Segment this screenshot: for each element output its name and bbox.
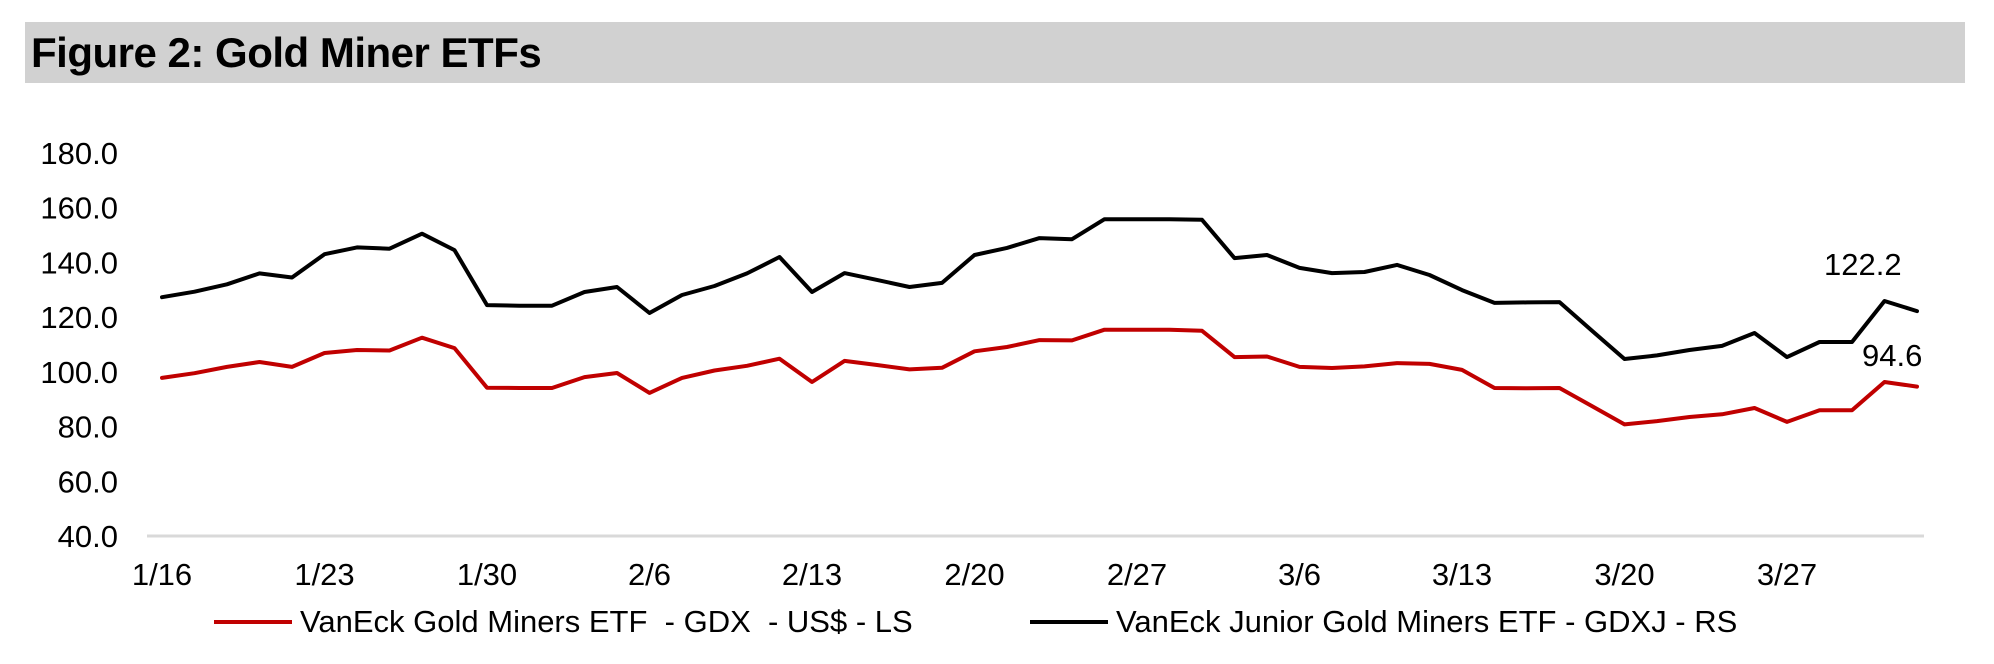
- y-axis-tick-label: 40.0: [58, 519, 118, 554]
- y-axis-tick-label: 100.0: [40, 355, 118, 390]
- y-axis-tick-label: 80.0: [58, 410, 118, 445]
- x-axis-tick-label: 3/6: [1278, 557, 1321, 592]
- x-axis-tick-label: 2/27: [1107, 557, 1167, 592]
- x-axis-tick-label: 3/13: [1432, 557, 1492, 592]
- legend-item-gdxj: VanEck Junior Gold Miners ETF - GDXJ - R…: [1030, 601, 1737, 643]
- gdx-end-value-label: 94.6: [1862, 338, 1923, 373]
- x-axis-tick-label: 1/23: [294, 557, 354, 592]
- y-axis-tick-label: 140.0: [40, 245, 118, 280]
- x-axis-tick-label: 1/16: [132, 557, 192, 592]
- x-axis-tick-label: 1/30: [457, 557, 517, 592]
- figure-title-bar: Figure 2: Gold Miner ETFs: [25, 22, 1965, 83]
- legend-item-gdx: VanEck Gold Miners ETF - GDX - US$ - LS: [214, 601, 913, 643]
- gdxj-legend-label: VanEck Junior Gold Miners ETF - GDXJ - R…: [1116, 604, 1738, 639]
- gdx-legend-label: VanEck Gold Miners ETF - GDX - US$ - LS: [300, 604, 913, 639]
- x-axis-tick-label: 2/6: [628, 557, 671, 592]
- figure-title: Figure 2: Gold Miner ETFs: [31, 28, 542, 76]
- x-axis-tick-label: 2/13: [782, 557, 842, 592]
- y-axis-tick-label: 160.0: [40, 191, 118, 226]
- gdxj-end-value-label: 122.2: [1824, 247, 1902, 282]
- gdx-line-swatch: [214, 620, 292, 624]
- gdxj-line-series: [160, 217, 1919, 361]
- x-axis-tick-label: 3/20: [1594, 557, 1654, 592]
- y-axis-tick-label: 180.0: [40, 136, 118, 171]
- gdxj-line-swatch: [1030, 620, 1108, 624]
- x-axis-tick-label: 2/20: [944, 557, 1004, 592]
- gdx-line-series: [160, 327, 1919, 427]
- y-axis-tick-label: 120.0: [40, 300, 118, 335]
- x-axis-tick-label: 3/27: [1757, 557, 1817, 592]
- y-axis-tick-label: 60.0: [58, 464, 118, 499]
